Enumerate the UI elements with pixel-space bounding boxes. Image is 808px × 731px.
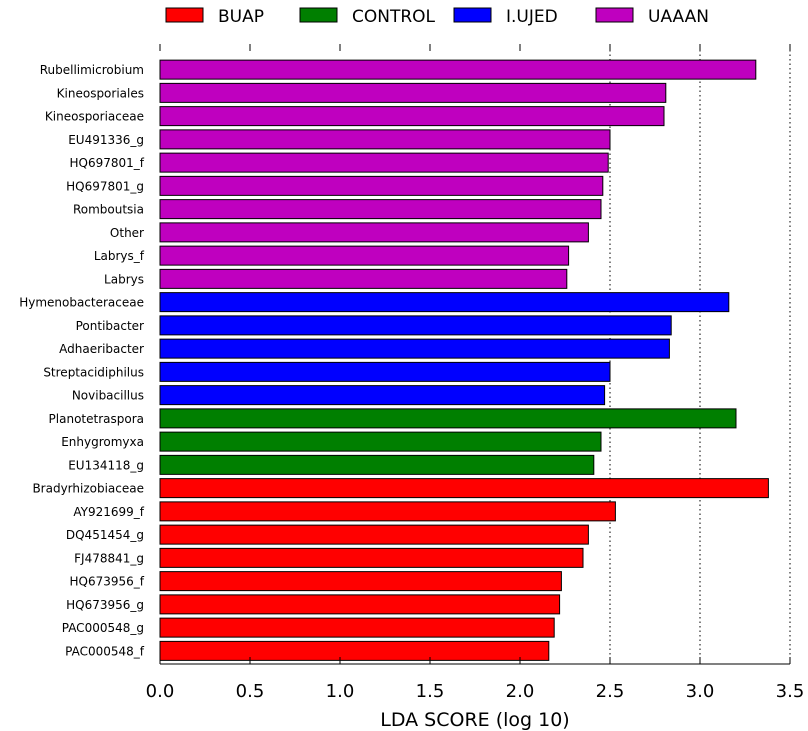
bar-hq697801-g [159, 175, 604, 196]
bar-hq673956-f [159, 571, 562, 592]
legend-swatch [299, 7, 338, 23]
bar-eu134118-g [159, 454, 595, 475]
category-label: Adhaeribacter [59, 342, 144, 356]
bar-streptacidiphilus [159, 361, 611, 382]
bar-pac000548-f [159, 640, 550, 661]
legend: BUAP CONTROL I.UJED UAAAN [165, 7, 709, 27]
tick-label: 0.0 [146, 681, 175, 702]
legend-item-buap: BUAP [165, 7, 264, 27]
category-label: Novibacillus [72, 389, 144, 403]
category-label: PAC000548_g [62, 621, 144, 635]
bar-labrys-f [159, 245, 570, 266]
bar-hymenobacteraceae [159, 292, 730, 313]
category-label: Kineosporiales [57, 86, 144, 100]
legend-swatch [453, 7, 492, 23]
tick-label: 1.5 [416, 681, 445, 702]
category-label: Labrys [104, 272, 144, 286]
bar-fj478841-g [159, 547, 584, 568]
legend-label: CONTROL [352, 7, 436, 27]
category-label: FJ478841_g [74, 551, 144, 565]
legend-item-uaaan: UAAAN [595, 7, 709, 27]
tick-label: 3.0 [686, 681, 715, 702]
bar-enhygromyxa [159, 431, 602, 452]
bar-labrys [159, 268, 568, 289]
bar-adhaeribacter [159, 338, 670, 359]
category-label: PAC000548_f [65, 644, 145, 658]
category-label: HQ697801_f [69, 156, 144, 170]
bar-pontibacter [159, 315, 672, 336]
bar-bradyrhizobiaceae [159, 478, 769, 499]
bar-rubellimicrobium [159, 59, 757, 80]
tick-label: 0.5 [236, 681, 265, 702]
category-label: EU134118_g [68, 458, 144, 472]
legend-swatch [595, 7, 634, 23]
category-labels: Rubellimicrobium Kineosporiales Kineospori… [19, 63, 145, 658]
category-label: Other [110, 226, 144, 240]
tick-label: 3.5 [776, 681, 805, 702]
tick-label: 1.0 [326, 681, 355, 702]
legend-item-control: CONTROL [299, 7, 436, 27]
category-label: Enhygromyxa [61, 435, 144, 449]
bar-pac000548-g [159, 617, 555, 638]
bar-kineosporiaceae [159, 106, 665, 127]
bar-hq673956-g [159, 594, 561, 615]
category-label: AY921699_f [73, 505, 144, 519]
bar-ay921699-f [159, 501, 616, 522]
category-label: Labrys_f [94, 249, 145, 263]
category-label: Planotetraspora [49, 412, 144, 426]
tick-label: 2.0 [506, 681, 535, 702]
bar-planotetraspora [159, 408, 737, 429]
legend-label: UAAAN [648, 7, 709, 27]
x-axis: 0.0 0.5 1.0 1.5 2.0 2.5 3.0 3.5 [146, 44, 805, 702]
category-label: DQ451454_g [66, 528, 144, 542]
category-label: Pontibacter [76, 319, 144, 333]
x-axis-title: LDA SCORE (log 10) [380, 709, 569, 731]
category-label: EU491336_g [68, 133, 144, 147]
legend-item-i-ujed: I.UJED [453, 7, 558, 27]
legend-swatch [165, 7, 204, 23]
bar-kineosporiales [159, 82, 667, 103]
tick-label: 2.5 [596, 681, 625, 702]
bar-other [159, 222, 589, 243]
bar-dq451454-g [159, 524, 589, 545]
legend-label: BUAP [218, 7, 264, 27]
category-label: Bradyrhizobiaceae [32, 482, 144, 496]
bars [159, 59, 769, 661]
category-label: HQ673956_f [69, 575, 144, 589]
category-label: Romboutsia [73, 203, 144, 217]
category-label: Kineosporiaceae [45, 110, 144, 124]
legend-label: I.UJED [506, 7, 558, 27]
category-label: HQ673956_g [66, 598, 144, 612]
bar-eu491336-g [159, 129, 611, 150]
category-label: Streptacidiphilus [43, 365, 144, 379]
category-label: Hymenobacteraceae [19, 296, 144, 310]
bar-romboutsia [159, 199, 602, 220]
bar-novibacillus [159, 385, 606, 406]
category-label: Rubellimicrobium [40, 63, 144, 77]
bar-hq697801-f [159, 152, 609, 173]
category-label: HQ697801_g [66, 179, 144, 193]
